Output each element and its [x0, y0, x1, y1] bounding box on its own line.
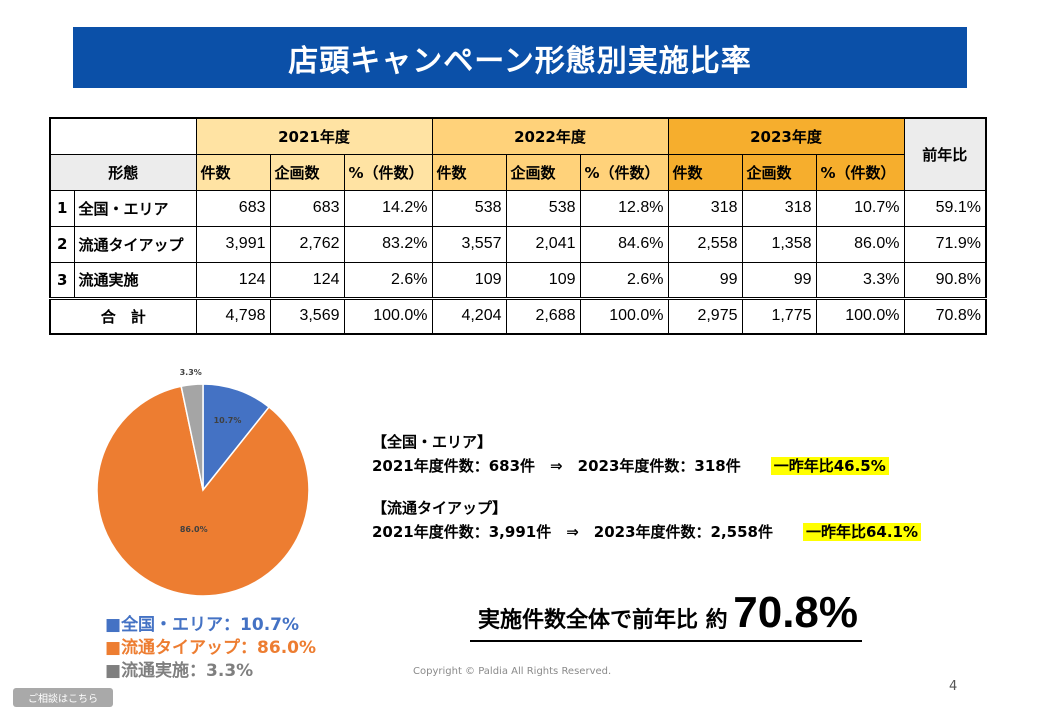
- consult-button[interactable]: ご相談はこちら: [13, 688, 113, 707]
- summary-value: 70.8%: [733, 588, 859, 637]
- cell: 2,558: [667, 225, 743, 263]
- cell: 2,688: [505, 296, 581, 335]
- col-count-2021: 件数: [195, 153, 271, 191]
- page-title: 店頭キャンペーン形態別実施比率: [73, 27, 967, 88]
- pie-data-label: 10.7%: [214, 416, 242, 425]
- yoy-cell: 90.8%: [903, 261, 987, 299]
- cell: 683: [269, 189, 345, 227]
- cell: 3,991: [195, 225, 271, 263]
- yoy-cell: 59.1%: [903, 189, 987, 227]
- cell: 99: [741, 261, 817, 299]
- cell: 2,762: [269, 225, 345, 263]
- cell: 124: [195, 261, 271, 299]
- cell: 1,775: [741, 296, 817, 335]
- row-label: 全国・エリア: [73, 189, 197, 227]
- cell: 83.2%: [343, 225, 433, 263]
- cell: 538: [431, 189, 507, 227]
- total-row: 合 計 4,798 3,569 100.0% 4,204 2,688 100.0…: [49, 296, 987, 335]
- row-number: 2: [49, 225, 75, 263]
- yoy-header: 前年比: [903, 117, 987, 191]
- year-header-2023: 2023年度: [667, 117, 905, 155]
- col-pct-2023: %（件数）: [815, 153, 905, 191]
- table-row: 2 流通タイアップ 3,991 2,762 83.2% 3,557 2,041 …: [49, 225, 987, 263]
- cell: 318: [741, 189, 817, 227]
- cell: 109: [431, 261, 507, 299]
- legend-text: 全国・エリア：10.7%: [121, 615, 300, 635]
- cell: 99: [667, 261, 743, 299]
- note-heading: 【全国・エリア】: [372, 433, 493, 451]
- cell: 1,358: [741, 225, 817, 263]
- notes: 【全国・エリア】 2021年度件数：683件 ⇒ 2023年度件数：318件 一…: [372, 430, 922, 562]
- pie-chart: 10.7% 86.0% 3.3%: [96, 368, 310, 597]
- legend-marker: ■: [105, 615, 122, 635]
- legend-item-retail: ■流通実施：3.3%: [105, 660, 316, 683]
- page-number: 4: [949, 679, 958, 694]
- table-row: 3 流通実施 124 124 2.6% 109 109 2.6% 99 99 3…: [49, 261, 987, 299]
- pie-data-label: 3.3%: [180, 368, 202, 377]
- cell: 3,569: [269, 296, 345, 335]
- category-header: 形態: [49, 153, 197, 191]
- cell: 2,041: [505, 225, 581, 263]
- cell: 86.0%: [815, 225, 905, 263]
- yoy-cell: 70.8%: [903, 296, 987, 335]
- note-tieup: 【流通タイアップ】 2021年度件数：3,991件 ⇒ 2023年度件数：2,5…: [372, 496, 922, 544]
- pie-slice-tieup: [96, 385, 310, 597]
- copyright: Copyright © Paldia All Rights Reserved.: [413, 666, 612, 677]
- note-highlight: 一昨年比64.1%: [802, 523, 922, 541]
- col-pct-2021: %（件数）: [343, 153, 433, 191]
- cell: 14.2%: [343, 189, 433, 227]
- note-line: 2021年度件数：3,991件 ⇒ 2023年度件数：2,558件: [372, 523, 773, 541]
- row-label: 流通タイアップ: [73, 225, 197, 263]
- summary: 実施件数全体で前年比 約 70.8%: [470, 588, 863, 642]
- col-plans-2022: 企画数: [505, 153, 581, 191]
- pie-data-label: 86.0%: [180, 525, 208, 534]
- campaign-stats-table: 2021年度 2022年度 2023年度 前年比 形態 件数 企画数 %（件数）…: [49, 117, 987, 335]
- col-plans-2021: 企画数: [269, 153, 345, 191]
- cell: 4,798: [195, 296, 271, 335]
- col-count-2023: 件数: [667, 153, 743, 191]
- note-heading: 【流通タイアップ】: [372, 499, 508, 517]
- year-header-2022: 2022年度: [431, 117, 669, 155]
- total-label: 合 計: [49, 296, 197, 335]
- cell: 4,204: [431, 296, 507, 335]
- cell: 3,557: [431, 225, 507, 263]
- note-national: 【全国・エリア】 2021年度件数：683件 ⇒ 2023年度件数：318件 一…: [372, 430, 921, 478]
- legend-marker: ■: [105, 638, 122, 658]
- cell: 100.0%: [815, 296, 905, 335]
- row-label: 流通実施: [73, 261, 197, 299]
- yoy-cell: 71.9%: [903, 225, 987, 263]
- year-header-2021: 2021年度: [195, 117, 433, 155]
- summary-text: 実施件数全体で前年比 約: [478, 608, 728, 633]
- cell: 84.6%: [579, 225, 669, 263]
- cell: 318: [667, 189, 743, 227]
- note-line: 2021年度件数：683件 ⇒ 2023年度件数：318件: [372, 457, 741, 475]
- cell: 100.0%: [579, 296, 669, 335]
- pie-slice-retail: [180, 383, 204, 491]
- row-number: 1: [49, 189, 75, 227]
- table-row: 1 全国・エリア 683 683 14.2% 538 538 12.8% 318…: [49, 189, 987, 227]
- cell: 2,975: [667, 296, 743, 335]
- legend-item-national: ■全国・エリア：10.7%: [105, 614, 316, 637]
- note-highlight: 一昨年比46.5%: [770, 457, 889, 475]
- legend-text: 流通タイアップ：86.0%: [121, 638, 317, 658]
- col-plans-2023: 企画数: [741, 153, 817, 191]
- cell: 124: [269, 261, 345, 299]
- row-number: 3: [49, 261, 75, 299]
- cell: 683: [195, 189, 271, 227]
- cell: 109: [505, 261, 581, 299]
- pie-legend: ■全国・エリア：10.7% ■流通タイアップ：86.0% ■流通実施：3.3%: [105, 614, 316, 683]
- pie-slice-national: [202, 383, 271, 493]
- legend-marker: ■: [105, 661, 122, 681]
- cell: 12.8%: [579, 189, 669, 227]
- cell: 3.3%: [815, 261, 905, 299]
- cell: 10.7%: [815, 189, 905, 227]
- col-count-2022: 件数: [431, 153, 507, 191]
- legend-item-tieup: ■流通タイアップ：86.0%: [105, 637, 316, 660]
- cell: 2.6%: [343, 261, 433, 299]
- cell: 538: [505, 189, 581, 227]
- cell: 100.0%: [343, 296, 433, 335]
- legend-text: 流通実施：3.3%: [121, 661, 254, 681]
- cell: 2.6%: [579, 261, 669, 299]
- col-pct-2022: %（件数）: [579, 153, 669, 191]
